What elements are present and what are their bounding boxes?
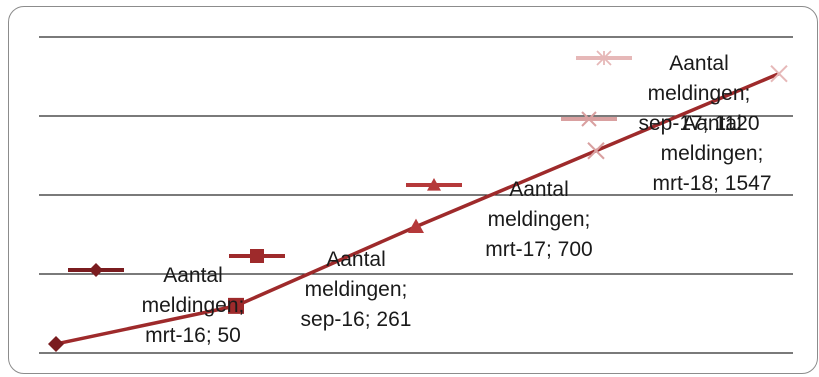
data-label-sep-16: Aantal meldingen; sep-16; 261 [301,248,412,331]
legend-key-star [576,50,632,66]
data-point-mrt-17 [408,218,424,233]
data-label-mrt-16: Aantal meldingen; mrt-16; 50 [142,264,245,347]
gridlines [39,36,793,354]
data-point-mrt-16 [48,335,64,352]
line-chart: Aantal meldingen; mrt-16; 50 Aantal meldinge… [39,36,793,354]
legend-key-square [229,249,285,263]
data-label-sep-17: Aantal meldingen; sep-17; 1120 [638,52,759,135]
legend-key-triangle [406,178,462,191]
series-aantal-meldingen [48,64,788,352]
legend-key-x [561,111,617,127]
data-point-sep-16 [228,297,244,314]
data-labels: Aantal meldingen; mrt-16; 50 Aantal meldinge… [142,52,772,347]
data-point-sep-17 [587,142,605,160]
data-label-mrt-18: Aantal meldingen; mrt-18; 1547 [652,112,771,195]
legend [68,50,632,277]
data-point-mrt-18 [770,64,788,83]
data-label-mrt-17: Aantal meldingen; mrt-17; 700 [485,178,592,261]
chart-frame: Aantal meldingen; mrt-16; 50 Aantal meldinge… [8,6,818,374]
legend-key-diamond [68,263,124,277]
